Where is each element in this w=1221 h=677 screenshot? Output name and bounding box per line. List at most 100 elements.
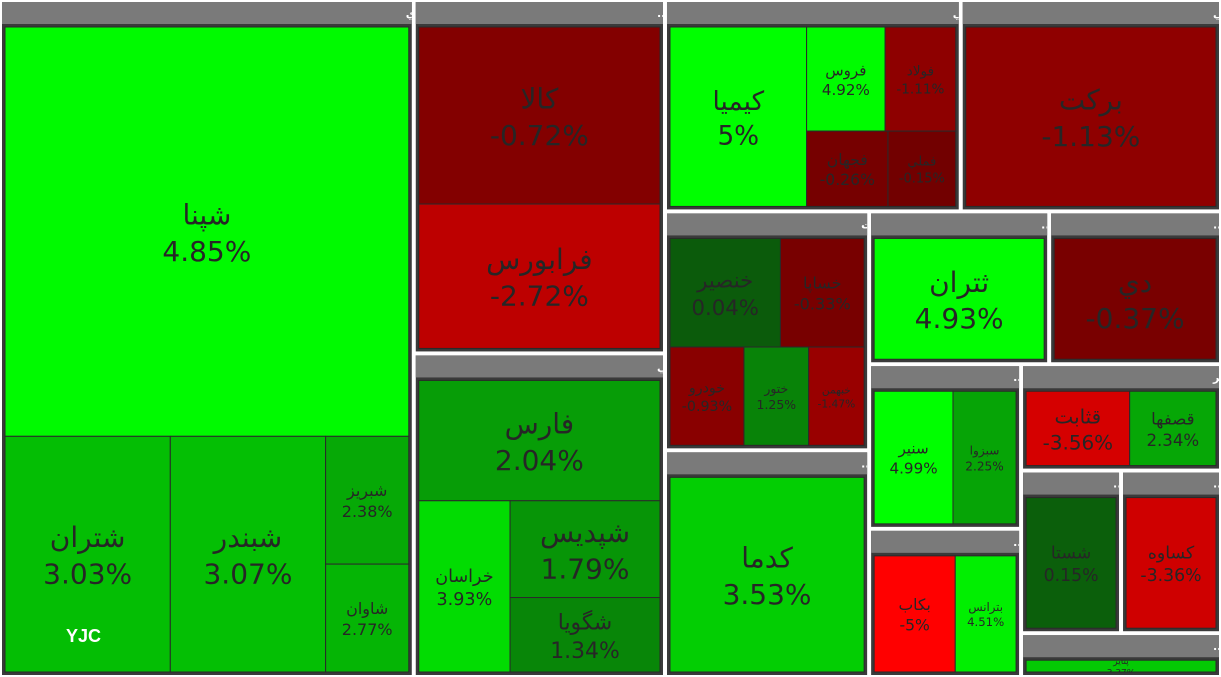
tile-label-clip: فروس 4.92% bbox=[822, 61, 870, 99]
tile-change: -1.13% bbox=[1041, 120, 1140, 153]
tile-change: 5% bbox=[717, 121, 759, 151]
tile bbox=[808, 346, 865, 446]
tile-name: بركت bbox=[1059, 84, 1123, 117]
sector-header bbox=[666, 2, 959, 24]
tile bbox=[887, 130, 957, 207]
sector-header bbox=[1123, 472, 1219, 495]
sector-header bbox=[2, 2, 412, 24]
sector-header-clip: محصولات شيميايي bbox=[657, 360, 663, 373]
tile-label-clip: فملي -0.15% bbox=[899, 154, 945, 186]
tile-change: 3.93% bbox=[437, 590, 493, 610]
tile-name: قصفها bbox=[1151, 409, 1194, 429]
tile-name: فارس bbox=[505, 408, 575, 441]
tile-name: سنير bbox=[897, 440, 928, 458]
tile bbox=[952, 390, 1017, 525]
tile-label-clip: خبهمن-1.47% bbox=[818, 384, 856, 411]
tile bbox=[1025, 497, 1117, 629]
sector-header-clip: انبوه سازي، املاك ... bbox=[1041, 218, 1155, 231]
tile-change: -5% bbox=[900, 616, 930, 634]
tile-name: كساوه bbox=[1148, 544, 1195, 564]
sector-title: فراورده هاي نفتي، كك و سوخت هسته اي bbox=[406, 7, 634, 20]
tile-label-clip: فولاد-1.11% bbox=[896, 64, 944, 98]
sector-title: فلزات اساسي bbox=[953, 7, 1031, 20]
tile-name: ثتران bbox=[929, 266, 989, 299]
sector-title: انبوه سازي، املاك ... bbox=[1041, 218, 1155, 231]
sector-header bbox=[1023, 366, 1219, 389]
tile-name: شپديس bbox=[540, 516, 630, 549]
sector-header bbox=[415, 2, 663, 24]
sector-header bbox=[962, 2, 1219, 24]
sector-header-clip: مواد و محصولات دارويي bbox=[1213, 7, 1219, 20]
sector-title: لاستيك ... bbox=[1213, 640, 1221, 653]
tile-change: 4.99% bbox=[889, 459, 937, 477]
tile-change: 2.34% bbox=[1146, 431, 1199, 450]
tile-change: 3.37% bbox=[1107, 669, 1136, 677]
watermark: YJC bbox=[66, 626, 101, 646]
tile bbox=[669, 26, 808, 207]
tile-name: ختور bbox=[763, 381, 788, 397]
tile-change: 3.03% bbox=[43, 558, 132, 591]
tile-change: -0.37% bbox=[1086, 302, 1185, 335]
tile-name: شبريز bbox=[346, 481, 387, 501]
sector-header-clip: فعاليتهاي كمكي به نهادهاي ... bbox=[657, 7, 663, 20]
tile bbox=[325, 435, 410, 565]
tile-name: شستا bbox=[1051, 544, 1091, 564]
tile-label-clip: كالا-0.72% bbox=[490, 83, 589, 152]
tile bbox=[1129, 390, 1217, 467]
tile-change: -1.11% bbox=[896, 81, 944, 97]
tile bbox=[509, 597, 661, 673]
sector-header-clip: فلزات اساسي bbox=[953, 7, 1031, 20]
tile bbox=[954, 555, 1017, 673]
tile-change: 1.25% bbox=[757, 397, 797, 412]
sector-header bbox=[415, 355, 663, 378]
tile-change: -3.56% bbox=[1043, 431, 1113, 454]
tile-name: كيميا bbox=[713, 87, 765, 117]
sector-header bbox=[871, 366, 1020, 389]
tile-change: -0.26% bbox=[820, 170, 875, 189]
tile-label-clip: خراسان 3.93% bbox=[435, 567, 493, 610]
tile-change: 4.85% bbox=[162, 235, 251, 268]
tile bbox=[965, 26, 1217, 207]
tile-change: -2.72% bbox=[490, 280, 589, 313]
sector-header bbox=[871, 530, 1020, 553]
tile bbox=[779, 237, 865, 348]
tile-change: 2.25% bbox=[965, 459, 1004, 473]
tile-label-clip: شبندر 3.07% bbox=[203, 521, 292, 590]
tile-name: خساپا bbox=[803, 274, 842, 294]
tile-name: بترانس bbox=[968, 600, 1003, 615]
sector-title: سيمان، آهك و گچ ... bbox=[1013, 370, 1124, 384]
sector-header-clip: خودرو و ساخت قطعات bbox=[861, 218, 867, 231]
tile bbox=[4, 435, 171, 673]
tile-name: فجهان bbox=[827, 150, 868, 170]
tile-label-clip: پتاير 3.37% bbox=[1107, 660, 1136, 677]
tile-label-clip: دي-0.37% bbox=[1086, 266, 1185, 335]
sector-header-clip: استخراج كانه هاي ... bbox=[861, 457, 867, 471]
tile-name: خراسان bbox=[435, 567, 493, 587]
tile-change: -0.72% bbox=[490, 119, 589, 152]
tile-change: 4.93% bbox=[915, 302, 1004, 335]
tile-name: فولاد bbox=[907, 64, 934, 80]
sector-header-clip: كاشي و سرا... bbox=[1213, 478, 1219, 491]
tile bbox=[873, 555, 956, 673]
tile bbox=[418, 26, 661, 205]
tile-label-clip: خودرو -0.93% bbox=[682, 381, 732, 415]
tile bbox=[509, 500, 661, 599]
tile bbox=[873, 237, 1045, 360]
tile bbox=[4, 26, 410, 437]
tile bbox=[873, 390, 954, 525]
tile bbox=[743, 346, 810, 446]
tile-label-clip: شگويا 1.34% bbox=[550, 609, 620, 663]
tile bbox=[418, 203, 661, 349]
tile-name: شگويا bbox=[558, 609, 612, 635]
sector-header bbox=[1051, 213, 1219, 236]
